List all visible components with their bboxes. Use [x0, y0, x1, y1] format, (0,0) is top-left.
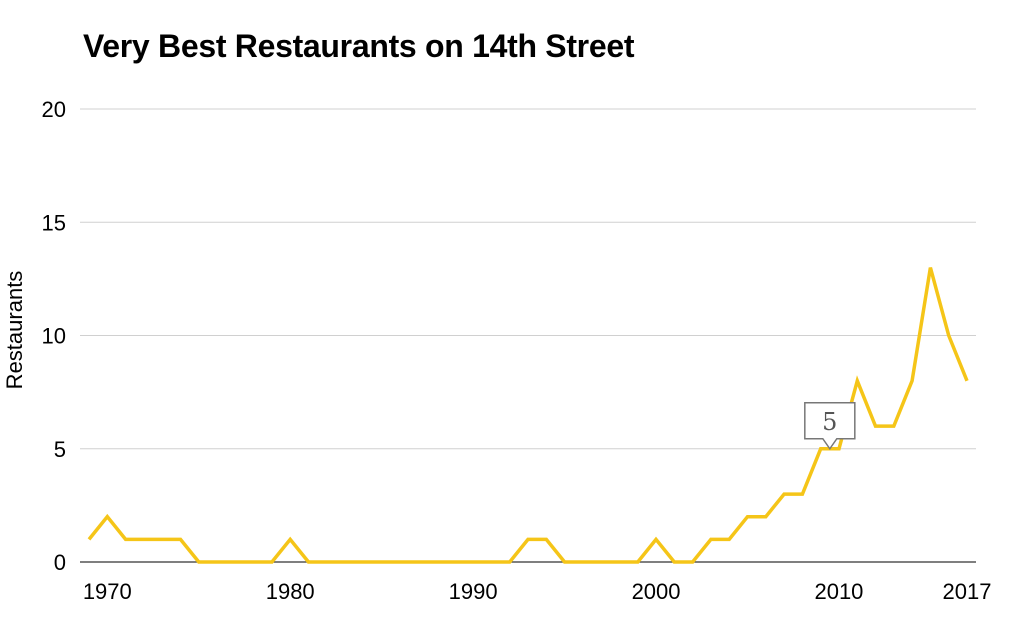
- x-tick-2017: 2017: [943, 579, 992, 604]
- y-tick-20: 20: [42, 97, 66, 122]
- series-group: [87, 267, 969, 564]
- y-tick-labels: 0 5 10 15 20: [42, 97, 66, 575]
- x-tick-1990: 1990: [449, 579, 498, 604]
- gridlines: [80, 108, 976, 563]
- series-line-0: [87, 267, 969, 564]
- y-tick-0: 0: [54, 550, 66, 575]
- y-tick-5: 5: [54, 437, 66, 462]
- y-tick-10: 10: [42, 324, 66, 349]
- data-tooltip[interactable]: 5: [804, 402, 856, 451]
- chart-title: Very Best Restaurants on 14th Street: [83, 28, 635, 64]
- x-tick-1970: 1970: [83, 579, 132, 604]
- x-tick-2010: 2010: [814, 579, 863, 604]
- x-tick-1980: 1980: [266, 579, 315, 604]
- tooltip-box: [804, 402, 856, 451]
- y-tick-15: 15: [42, 210, 66, 235]
- x-tick-2000: 2000: [632, 579, 681, 604]
- tooltip-label: 5: [822, 408, 837, 436]
- x-tick-labels: 1970 1980 1990 2000 2010 2017: [83, 579, 992, 604]
